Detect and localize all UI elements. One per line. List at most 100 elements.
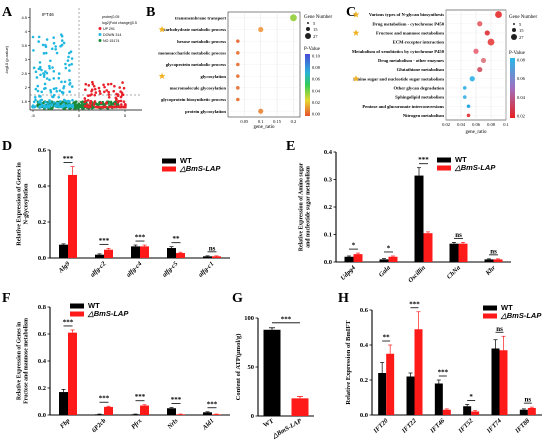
bubble-term-label: glycoprotein biosynthetic process [161,97,226,102]
color-bar-tick: 0.06 [517,76,526,81]
bar [414,175,424,262]
volcano-point-up [119,95,123,99]
volcano-point-down [52,36,55,39]
bar [140,405,149,415]
volcano-point-up [100,105,104,109]
bar [423,233,433,262]
volcano-point-up [109,82,113,86]
bubble-point [495,11,502,18]
go-size-legend-title: Gene Number [304,15,333,20]
volcano-point-up [116,105,119,108]
volcano-point-down [53,104,57,107]
color-bar-tick: 0.08 [517,58,526,63]
volcano-point-down [67,51,71,55]
volcano-point-down [71,105,75,109]
go-color-bar [305,54,310,116]
bubble-term-label: carbohydrate metabolic process [164,27,227,32]
y-tick-label: 0.2 [38,219,46,226]
volcano-point-down [68,78,71,82]
star-icon [352,29,360,36]
volcano-point-down [51,66,54,69]
bar [176,253,185,258]
volcano-point-down [70,57,74,60]
bar [95,254,104,258]
volcano-point-down [37,101,41,104]
kegg-enrichment-chart: 0.02 0.04 0.06 0.08 0.1 Various types of N-g… [352,9,538,135]
volcano-point-down [52,101,56,104]
panel-label-h: H [338,291,349,306]
volcano-point-up [89,99,93,103]
significance-label: * [352,242,356,250]
volcano-point-down [50,47,54,51]
volcano-x-tick: -5 [31,113,35,118]
volcano-legend-line-2: UP 291 [103,27,115,31]
bar [212,256,221,258]
volcano-point-no [92,106,95,109]
volcano-point-up [115,97,118,101]
bubble-point [258,26,264,33]
volcano-point-down [48,99,51,102]
volcano-point-down [56,102,60,105]
bubble-term-label: transmembrane transport [175,15,227,20]
volcano-point-down [35,76,39,79]
volcano-point-down [37,35,41,39]
volcano-point-up [92,102,96,105]
volcano-point-up [90,88,94,91]
bubble-term-label: glycosylation [200,74,226,79]
bubble-point [462,86,467,90]
volcano-point-down [32,100,36,104]
volcano-point-up [99,101,103,105]
volcano-point-down [68,63,71,67]
panel-label-b: B [146,5,155,20]
bubble-x-tick: 0.08 [487,122,496,127]
bar [212,414,221,415]
volcano-point-down [34,98,37,102]
volcano-legend-up-dot [98,27,102,30]
volcano-point-down [68,100,71,103]
volcano-legend-no-dot [98,39,102,42]
bubble-point [236,39,240,43]
volcano-point-no [50,107,53,110]
bar [203,412,212,415]
volcano-point-no [36,104,39,107]
star-icon [158,25,166,33]
color-bar-tick: 0.10 [312,54,321,59]
y-axis-label: Content of ATP(μmol/g) [235,334,242,401]
volcano-point-up [83,100,87,104]
volcano-point-down [63,80,67,84]
bar [449,243,459,262]
volcano-point-up [84,104,87,108]
significance-label: *** [418,156,429,164]
volcano-annotation: IFT46 [42,12,54,17]
bar [68,332,77,415]
bubble-term-label: Sphingolipid metabolism [395,95,444,100]
legend-label: WT [180,156,192,165]
bubble-point [473,48,479,54]
volcano-point-no [74,105,78,109]
volcano-point-down [52,87,56,91]
bubble-point [477,21,483,27]
volcano-y-tick: 4.5 [21,15,27,20]
volcano-point-up [118,86,122,89]
volcano-point-up [103,90,106,94]
bubble-term-label: glycoprotein metabolic process [166,62,227,67]
volcano-point-down [55,51,59,55]
volcano-point-up [119,99,123,103]
volcano-x-tick: 0 [78,113,81,118]
volcano-point-down [60,43,64,47]
y-tick-label: 0.8 [38,304,47,311]
volcano-point-up [121,93,125,97]
bubble-x-tick: 0.15 [273,119,282,124]
y-tick-label: 0.6 [38,147,47,154]
volcano-point-down [58,89,62,92]
volcano-point-down [49,88,52,92]
significance-label: *** [99,395,110,403]
volcano-point-down [44,43,47,47]
y-tick-label: 0.4 [38,183,47,190]
volcano-point-down [45,38,49,41]
y-tick-label: 0.2 [38,385,46,392]
volcano-point-down [59,100,62,103]
volcano-point-up [92,84,96,88]
volcano-point-up [105,89,109,92]
bar [527,408,536,415]
